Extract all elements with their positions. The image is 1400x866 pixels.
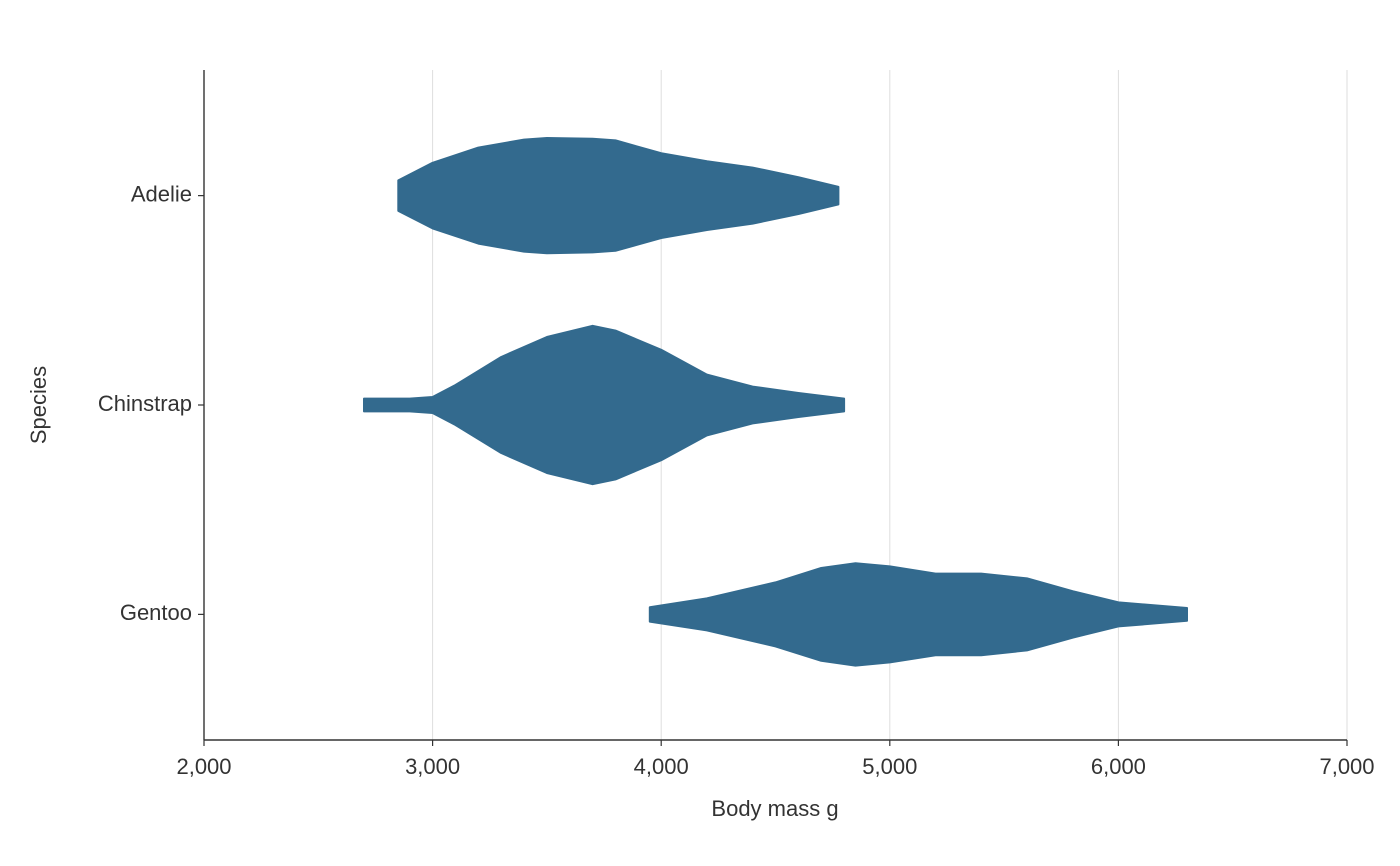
y-tick-label: Gentoo bbox=[120, 600, 192, 625]
x-tick-label: 6,000 bbox=[1091, 754, 1146, 779]
x-tick-label: 2,000 bbox=[176, 754, 231, 779]
x-tick-label: 5,000 bbox=[862, 754, 917, 779]
y-tick-label: Adelie bbox=[131, 181, 192, 206]
y-axis-label: Species bbox=[26, 366, 51, 444]
x-axis-label: Body mass g bbox=[711, 796, 838, 821]
x-tick-label: 7,000 bbox=[1319, 754, 1374, 779]
violin bbox=[397, 137, 840, 255]
violin bbox=[363, 324, 846, 486]
y-tick-label: Chinstrap bbox=[98, 391, 192, 416]
violin bbox=[648, 562, 1188, 667]
x-tick-label: 3,000 bbox=[405, 754, 460, 779]
x-tick-label: 4,000 bbox=[634, 754, 689, 779]
